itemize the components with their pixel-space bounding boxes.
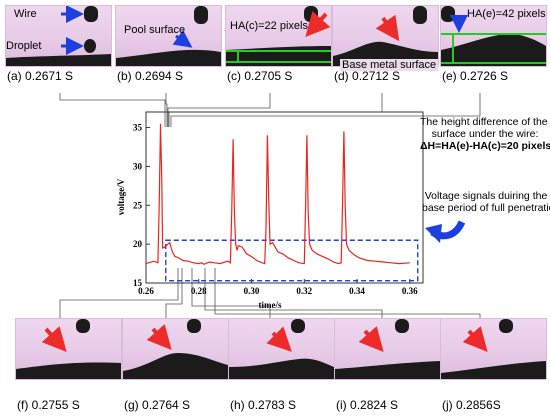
- y-tick-label: 20: [133, 239, 143, 249]
- x-tick-label: 0.36: [402, 286, 418, 296]
- y-axis-label: voltage/V: [116, 178, 126, 215]
- droplet-icon: [84, 39, 96, 53]
- x-axis-label: time/s: [259, 300, 282, 310]
- connector-lines: [59, 93, 481, 318]
- caption-h: (h) 0.2783 S: [230, 398, 297, 412]
- y-tick-label: 15: [133, 278, 143, 288]
- axis-ticks: 0.26 0.28 0.30 0.32 0.34 0.36 15 20 25 30 35: [133, 123, 418, 296]
- x-tick-label: 0.30: [244, 286, 260, 296]
- frame-i: [334, 318, 441, 380]
- caption-i: (i) 0.2824 S: [336, 398, 399, 412]
- caption-e: (e) 0.2726 S: [442, 69, 509, 83]
- h-e-label: HA(e)=42 pixels: [467, 8, 546, 20]
- caption-d: (d) 0.2712 S: [334, 69, 401, 83]
- y-tick-label: 35: [133, 123, 143, 133]
- x-tick-label: 0.26: [138, 286, 154, 296]
- x-tick-label: 0.28: [191, 286, 207, 296]
- h-c-label: HA(c)=22 pixels: [230, 20, 308, 32]
- frame-j: [440, 318, 547, 380]
- curved-arrowhead-icon: [425, 224, 442, 243]
- droplet-label: Droplet: [6, 40, 42, 52]
- pool-surface-label: Pool surface: [124, 24, 186, 36]
- caption-c: (c) 0.2705 S: [227, 69, 293, 83]
- x-tick-label: 0.34: [349, 286, 365, 296]
- frame-a: Wire Droplet: [5, 5, 112, 67]
- voltage-note: Voltage signals duiring the base period …: [422, 190, 550, 214]
- wire-icon: [84, 6, 98, 22]
- frame-c: HA(c)=22 pixels: [225, 5, 332, 67]
- frame-f: [15, 318, 122, 380]
- frame-d: [332, 5, 439, 67]
- frame-h: [228, 318, 335, 380]
- plot-frame: [145, 111, 424, 284]
- highlight-box: [165, 239, 419, 282]
- caption-j: (j) 0.2856S: [442, 398, 501, 412]
- caption-b: (b) 0.2694 S: [117, 69, 184, 83]
- base-metal-label: Base metal surface: [340, 59, 439, 71]
- wire-label: Wire: [14, 8, 37, 20]
- caption-a: (a) 0.2671 S: [7, 69, 74, 83]
- frame-e: HA(e)=42 pixels: [440, 5, 547, 67]
- voltage-signal-line: [145, 123, 410, 265]
- y-tick-label: 30: [133, 161, 143, 171]
- x-tick-label: 0.32: [296, 286, 312, 296]
- caption-f: (f) 0.2755 S: [17, 398, 80, 412]
- frame-g: [122, 318, 229, 380]
- frame-b: Pool surface: [115, 5, 222, 67]
- height-note: The height difference of the pool surfac…: [420, 116, 550, 152]
- caption-g: (g) 0.2764 S: [124, 398, 191, 412]
- y-tick-label: 25: [133, 200, 143, 210]
